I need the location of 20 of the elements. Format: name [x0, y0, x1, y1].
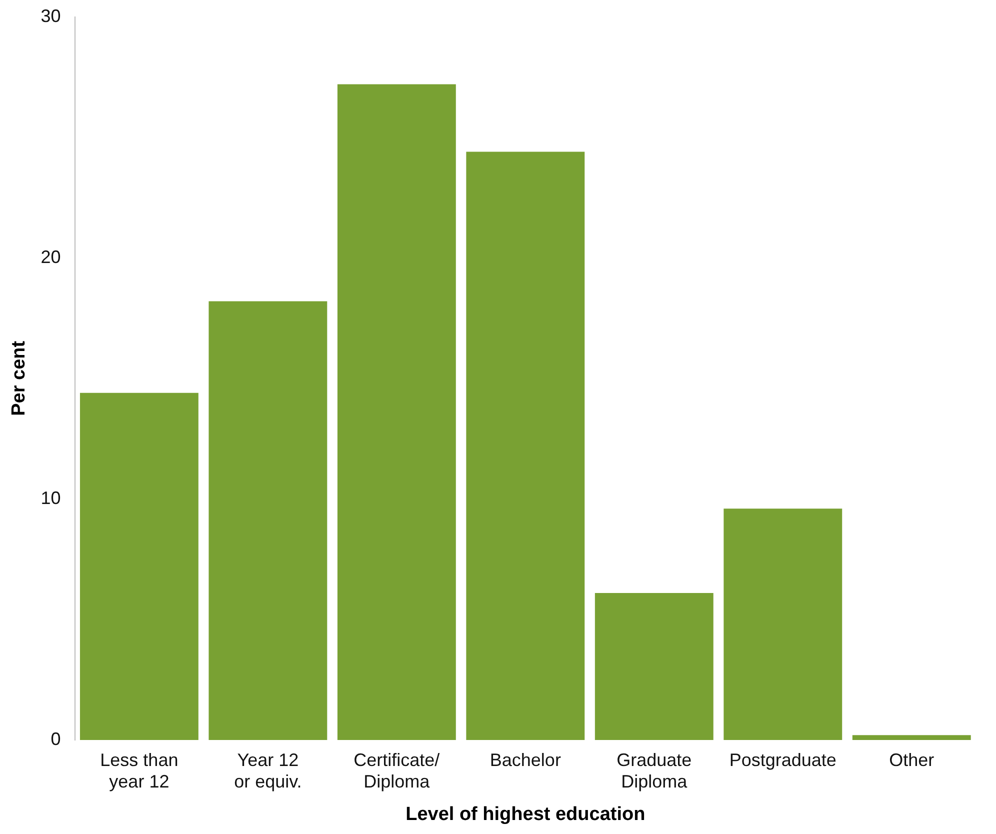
y-axis-title: Per cent — [8, 340, 30, 416]
x-axis-title: Level of highest education — [406, 804, 646, 825]
x-tick-label: Bachelor — [490, 750, 561, 770]
bar — [466, 152, 585, 740]
x-tick-label: Other — [889, 750, 934, 770]
y-tick-label: 20 — [40, 246, 61, 267]
x-tick-label: Less than year 12 — [100, 750, 178, 792]
y-tick-label: 0 — [50, 728, 61, 749]
bar — [80, 392, 198, 740]
bar — [852, 735, 971, 740]
x-tick-label: Certificate/Diploma — [354, 750, 440, 792]
bar — [337, 84, 456, 740]
x-tick-label: Graduate Diploma — [616, 750, 692, 792]
x-tick-label: Year 12 or equiv. — [234, 750, 302, 792]
bar — [594, 592, 714, 740]
x-tick-label: Postgraduate — [729, 750, 836, 770]
y-tick-label: 30 — [40, 6, 61, 26]
y-tick-label: 10 — [40, 488, 61, 508]
bar — [208, 301, 328, 740]
bar — [724, 508, 842, 740]
